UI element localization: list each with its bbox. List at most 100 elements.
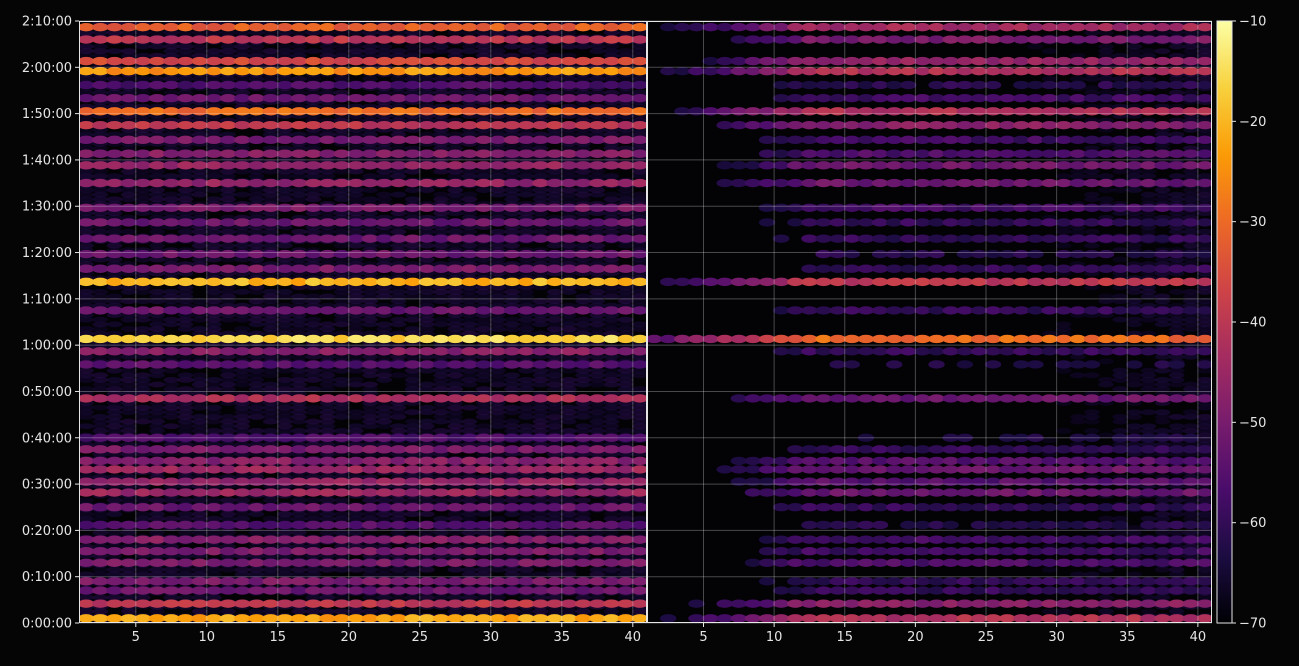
spectrogram-cell (348, 566, 364, 573)
spectrogram-cell (333, 43, 350, 50)
spectrogram-band-cell (518, 558, 535, 567)
spectrogram-band-cell (191, 614, 208, 623)
spectrogram-cell (362, 594, 378, 601)
spectrogram-cell (504, 187, 520, 194)
spectrogram-cell (504, 376, 520, 383)
spectrogram-cell (348, 293, 364, 300)
spectrogram-band-cell (432, 547, 450, 556)
spectrogram-band-cell (546, 456, 563, 466)
spectrogram-cell (546, 52, 563, 59)
spectrogram-cell (589, 43, 606, 50)
spectrogram-band-cell (219, 394, 237, 403)
spectrogram-cell (305, 353, 322, 360)
spectrogram-band-cell (347, 520, 365, 530)
spectrogram-band-cell (134, 586, 152, 595)
spectrogram-cell (291, 413, 307, 420)
spectrogram-cell (106, 386, 123, 393)
spectrogram-cell (135, 168, 151, 175)
spectrogram-band-cell (234, 599, 251, 608)
spectrogram-cell (546, 372, 563, 379)
spectrogram-cell (163, 43, 180, 50)
spectrogram-cell (561, 413, 577, 420)
spectrogram-cell (376, 29, 393, 36)
spectrogram-cell (575, 413, 591, 420)
spectrogram-band-cell (589, 394, 606, 403)
spectrogram-cell (348, 52, 364, 59)
spectrogram-cell (262, 321, 279, 328)
spectrogram-band-cell (546, 488, 563, 497)
spectrogram-cell (234, 48, 251, 55)
spectrogram-band-cell (234, 520, 251, 530)
spectrogram-cell (603, 497, 620, 504)
spectrogram-band-cell (92, 599, 109, 608)
spectrogram-band-cell (106, 394, 123, 403)
spectrogram-cell (333, 48, 350, 55)
spectrogram-band-cell (248, 599, 265, 608)
spectrogram-band-cell (447, 477, 464, 486)
spectrogram-band-cell (305, 394, 322, 403)
spectrogram-cell (362, 330, 378, 337)
spectrogram-cell (461, 418, 478, 425)
spectrogram-cell (447, 386, 464, 393)
spectrogram-cell (305, 48, 322, 55)
spectrogram-cell (79, 515, 94, 522)
spectrogram-band-cell (290, 558, 308, 567)
spectrogram-cell (262, 386, 279, 393)
spectrogram-cell (333, 376, 350, 383)
spectrogram-cell (404, 196, 421, 203)
spectrogram-cell (419, 131, 435, 138)
spectrogram-cell (220, 413, 236, 420)
spectrogram-cell (333, 52, 350, 59)
spectrogram-cell (362, 75, 378, 82)
spectrogram-band-cell (163, 586, 180, 595)
spectrogram-cell (546, 427, 563, 434)
spectrogram-cell (248, 284, 265, 291)
spectrogram-cell (305, 89, 322, 96)
spectrogram-band-cell (475, 488, 492, 497)
spectrogram-band-cell (418, 433, 436, 442)
spectrogram-cell (277, 52, 293, 59)
spectrogram-band-cell (134, 394, 152, 403)
spectrogram-cell (149, 75, 165, 82)
spectrogram-cell (106, 298, 123, 305)
spectrogram-band-cell (163, 360, 180, 369)
spectrogram-cell (546, 386, 563, 393)
spectrogram-cell (120, 168, 137, 175)
spectrogram-cell (120, 29, 137, 36)
spectrogram-band-cell (347, 547, 365, 556)
spectrogram-cell (277, 288, 293, 295)
spectrogram-cell (333, 242, 350, 249)
spectrogram-cell (220, 497, 236, 504)
spectrogram-cell (447, 515, 464, 522)
spectrogram-cell (135, 515, 151, 522)
spectrogram-cell (177, 571, 194, 578)
spectrogram-cell (333, 413, 350, 420)
spectrogram-cell (475, 409, 492, 416)
spectrogram-cell (79, 228, 94, 235)
spectrogram-cell (475, 529, 492, 536)
spectrogram-cell (206, 145, 222, 152)
spectrogram-band-cell (205, 456, 223, 466)
spectrogram-band-cell (532, 477, 549, 486)
spectrogram-band-cell (560, 488, 578, 497)
spectrogram-cell (461, 330, 478, 337)
spectrogram-band-cell (461, 360, 478, 369)
spectrogram-cell (617, 75, 634, 82)
spectrogram-cell (461, 131, 478, 138)
spectrogram-band-cell (219, 520, 237, 530)
spectrogram-cell (461, 353, 478, 360)
spectrogram-cell (234, 418, 251, 425)
spectrogram-band-cell (560, 535, 578, 544)
spectrogram-cell (404, 187, 421, 194)
spectrogram-band-cell (361, 445, 379, 454)
spectrogram-band-cell (361, 547, 379, 556)
spectrogram-cell (149, 52, 165, 59)
spectrogram-cell (348, 210, 364, 217)
spectrogram-cell (404, 381, 421, 388)
spectrogram-band-cell (418, 465, 436, 474)
spectrogram-cell (92, 293, 109, 300)
spectrogram-cell (617, 242, 634, 249)
spectrogram-band-cell (120, 488, 137, 497)
spectrogram-cell (362, 284, 378, 291)
spectrogram-cell (632, 145, 647, 152)
